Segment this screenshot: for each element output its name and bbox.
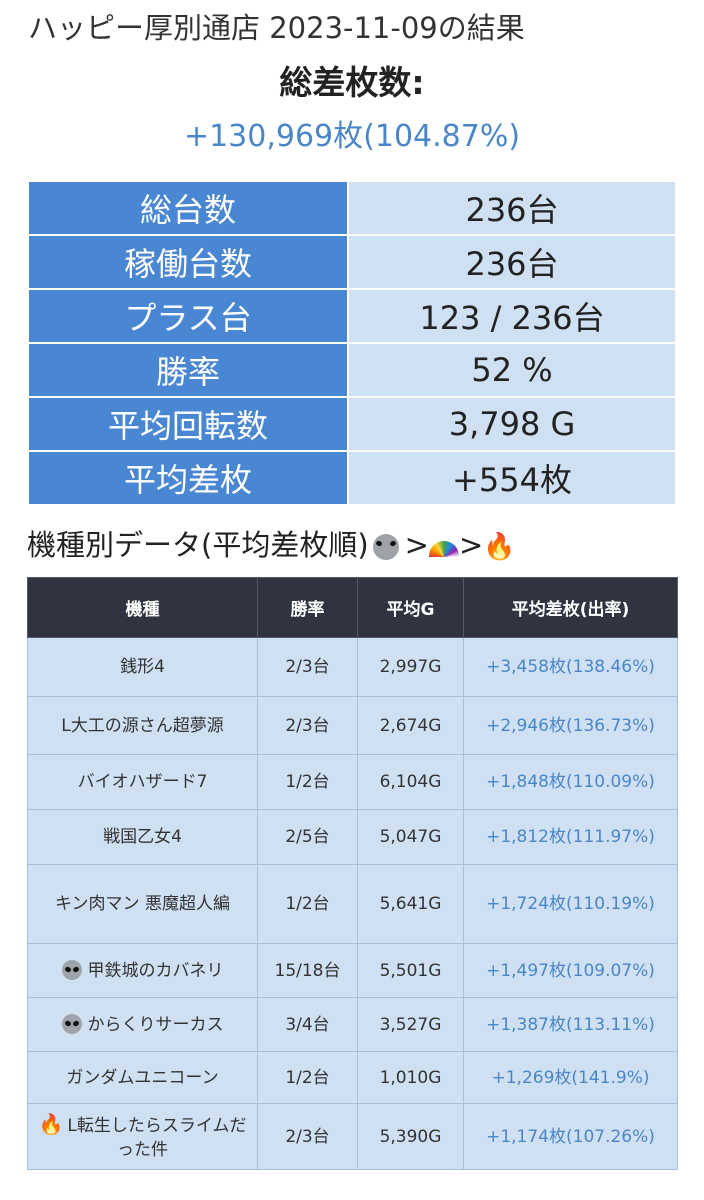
summary-row: 平均回転数 3,798 G (27, 396, 677, 452)
machine-name-cell: キン肉マン 悪魔超人編 (27, 864, 258, 944)
table-row[interactable]: バイオハザード7 1/2台 6,104G +1,848枚(110.09%) (27, 754, 678, 810)
summary-row: 総台数 236台 (27, 180, 677, 236)
column-header-avg-diff[interactable]: 平均差枚(出率) (463, 577, 678, 638)
table-row[interactable]: ガンダムユニコーン 1/2台 1,010G +1,269枚(141.9%) (27, 1051, 678, 1104)
alien-icon (372, 534, 399, 560)
summary-label: 勝率 (27, 342, 349, 398)
page-title: ハッピー厚別通店 2023-11-09の結果 (28, 11, 525, 45)
machine-name[interactable]: 戦国乙女4 (103, 827, 182, 847)
machine-name[interactable]: 甲鉄城のカバネリ (87, 960, 224, 981)
machine-name[interactable]: からくりサーカス (87, 1014, 224, 1035)
win-rate-cell: 1/2台 (257, 1051, 358, 1104)
machine-table: 機種 勝率 平均G 平均差枚(出率) 銭形4 2/3台 2,997G +3,458枚(… (27, 577, 678, 1170)
summary-label: 平均回転数 (27, 396, 349, 452)
summary-row: 平均差枚 +554枚 (27, 450, 677, 506)
machine-name-cell: バイオハザード7 (27, 754, 258, 810)
avg-games-cell: 1,010G (357, 1051, 464, 1104)
summary-value: 236台 (347, 180, 677, 236)
table-row[interactable]: 銭形4 2/3台 2,997G +3,458枚(138.46%) (27, 637, 678, 697)
machine-name[interactable]: L転生したらスライムだった件 (67, 1115, 247, 1160)
avg-games-cell: 5,501G (357, 943, 464, 998)
alien-icon (61, 959, 82, 980)
win-rate-cell: 2/3台 (257, 637, 358, 697)
win-rate-cell: 2/3台 (257, 1103, 358, 1170)
section-title: 機種別データ(平均差枚順) > >🔥 (27, 520, 687, 572)
table-row[interactable]: からくりサーカス 3/4台 3,527G +1,387枚(113.11%) (27, 997, 678, 1052)
section-title-text: 機種別データ(平均差枚順) (27, 528, 369, 562)
fire-icon: 🔥 (483, 532, 516, 562)
avg-diff-cell: +1,848枚(110.09%) (463, 754, 678, 810)
summary-value: 236台 (347, 234, 677, 290)
win-rate-cell: 1/2台 (257, 864, 358, 944)
table-row[interactable]: キン肉マン 悪魔超人編 1/2台 5,641G +1,724枚(110.19%) (27, 864, 678, 944)
column-header-machine[interactable]: 機種 (27, 577, 258, 638)
separator: > (458, 528, 484, 562)
summary-row: プラス台 123 / 236台 (27, 288, 677, 344)
avg-diff-cell: +1,497枚(109.07%) (463, 943, 678, 998)
summary-label: プラス台 (27, 288, 349, 344)
column-header-win-rate[interactable]: 勝率 (257, 577, 358, 638)
win-rate-cell: 15/18台 (257, 943, 358, 998)
summary-table: 総台数 236台 稼働台数 236台 プラス台 123 / 236台 勝率 52… (27, 180, 677, 506)
machine-name[interactable]: ガンダムユニコーン (66, 1067, 219, 1088)
avg-games-cell: 3,527G (357, 997, 464, 1052)
avg-games-cell: 2,997G (357, 637, 464, 697)
avg-diff-cell: +3,458枚(138.46%) (463, 637, 678, 697)
summary-label: 総台数 (27, 180, 349, 236)
win-rate-cell: 1/2台 (257, 754, 358, 810)
machine-name-cell: 戦国乙女4 (27, 809, 258, 865)
summary-value: 52 % (347, 342, 677, 398)
summary-value: 123 / 236台 (347, 288, 677, 344)
summary-label: 稼働台数 (27, 234, 349, 290)
total-diff-value: +130,969枚(104.87%) (183, 119, 521, 154)
table-row[interactable]: 🔥 L転生したらスライムだった件 2/3台 5,390G +1,174枚(107.26%… (27, 1103, 678, 1170)
avg-diff-cell: +1,812枚(111.97%) (463, 809, 678, 865)
machine-name-cell: L大工の源さん超夢源 (27, 696, 258, 755)
machine-name-cell: 銭形4 (27, 637, 258, 697)
avg-games-cell: 5,047G (357, 809, 464, 865)
rainbow-icon (428, 541, 459, 557)
win-rate-cell: 2/3台 (257, 696, 358, 755)
column-header-avg-games[interactable]: 平均G (357, 577, 464, 638)
summary-row: 稼働台数 236台 (27, 234, 677, 290)
win-rate-cell: 2/5台 (257, 809, 358, 865)
summary-label: 平均差枚 (27, 450, 349, 506)
machine-name-cell: ガンダムユニコーン (27, 1051, 258, 1104)
alien-icon (61, 1013, 82, 1034)
table-header-row: 機種 勝率 平均G 平均差枚(出率) (27, 577, 678, 638)
avg-games-cell: 5,641G (357, 864, 464, 944)
avg-diff-cell: +1,724枚(110.19%) (463, 864, 678, 944)
machine-name-cell: からくりサーカス (27, 997, 258, 1052)
summary-value: 3,798 G (347, 396, 677, 452)
machine-name[interactable]: 銭形4 (120, 657, 165, 677)
win-rate-cell: 3/4台 (257, 997, 358, 1052)
avg-games-cell: 5,390G (357, 1103, 464, 1170)
avg-games-cell: 2,674G (357, 696, 464, 755)
table-row[interactable]: 戦国乙女4 2/5台 5,047G +1,812枚(111.97%) (27, 809, 678, 865)
machine-name[interactable]: L大工の源さん超夢源 (61, 715, 224, 736)
summary-row: 勝率 52 % (27, 342, 677, 398)
avg-diff-cell: +1,174枚(107.26%) (463, 1103, 678, 1170)
machine-name[interactable]: キン肉マン 悪魔超人編 (55, 894, 230, 914)
table-row[interactable]: L大工の源さん超夢源 2/3台 2,674G +2,946枚(136.73%) (27, 696, 678, 755)
avg-diff-cell: +1,269枚(141.9%) (463, 1051, 678, 1104)
avg-games-cell: 6,104G (357, 754, 464, 810)
machine-name-cell: 🔥 L転生したらスライムだった件 (27, 1103, 258, 1170)
total-diff-label: 総差枚数: (279, 63, 425, 102)
machine-name-cell: 甲鉄城のカバネリ (27, 943, 258, 998)
separator: > (404, 528, 429, 562)
summary-value: +554枚 (347, 450, 677, 506)
avg-diff-cell: +2,946枚(136.73%) (463, 696, 678, 755)
avg-diff-cell: +1,387枚(113.11%) (463, 997, 678, 1052)
table-row[interactable]: 甲鉄城のカバネリ 15/18台 5,501G +1,497枚(109.07%) (27, 943, 678, 998)
fire-icon: 🔥 (38, 1111, 64, 1136)
machine-name[interactable]: バイオハザード7 (77, 772, 208, 792)
